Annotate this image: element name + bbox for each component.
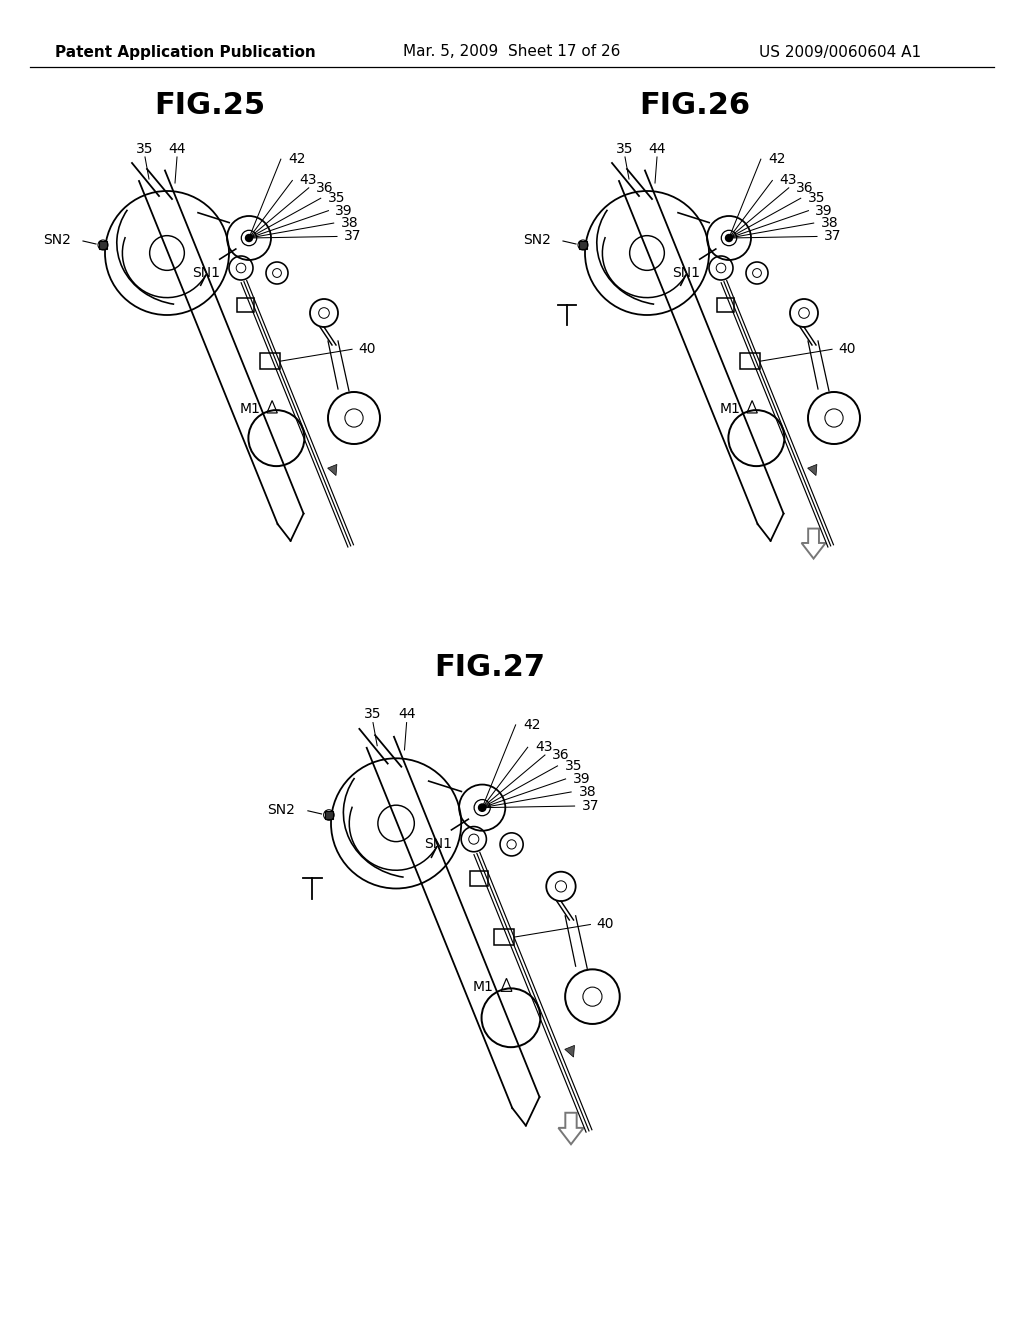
FancyBboxPatch shape (99, 242, 106, 249)
Text: 43: 43 (779, 173, 797, 187)
Text: 36: 36 (552, 748, 570, 762)
Text: 38: 38 (820, 216, 839, 230)
Text: 40: 40 (597, 917, 614, 932)
Text: 37: 37 (344, 230, 361, 243)
Text: FIG.26: FIG.26 (639, 91, 751, 120)
Text: 38: 38 (341, 216, 358, 230)
Circle shape (478, 804, 485, 812)
Text: 35: 35 (808, 191, 825, 205)
Text: 37: 37 (824, 230, 842, 243)
Text: 43: 43 (299, 173, 316, 187)
Text: SN2: SN2 (523, 234, 551, 247)
Text: 36: 36 (315, 181, 334, 195)
Text: FIG.25: FIG.25 (155, 91, 265, 120)
Text: SN2: SN2 (267, 803, 295, 817)
Text: 39: 39 (573, 772, 591, 785)
Text: 39: 39 (336, 203, 353, 218)
Text: SN1: SN1 (672, 267, 700, 280)
Polygon shape (808, 465, 817, 475)
Text: M1: M1 (240, 401, 260, 416)
Text: 35: 35 (565, 759, 583, 774)
Text: 42: 42 (523, 718, 541, 731)
Text: 44: 44 (398, 708, 416, 721)
Text: 44: 44 (648, 143, 666, 156)
Circle shape (246, 235, 253, 242)
Text: US 2009/0060604 A1: US 2009/0060604 A1 (759, 45, 921, 59)
Text: SN2: SN2 (43, 234, 71, 247)
Text: 43: 43 (536, 741, 553, 754)
Text: FIG.27: FIG.27 (434, 653, 546, 682)
Text: 40: 40 (838, 342, 855, 356)
Circle shape (725, 235, 732, 242)
Text: 42: 42 (768, 152, 785, 166)
Text: 40: 40 (358, 342, 376, 356)
Text: 37: 37 (582, 799, 599, 813)
Text: 35: 35 (136, 143, 154, 156)
Text: SN1: SN1 (193, 267, 220, 280)
Text: 35: 35 (365, 708, 382, 721)
Text: 39: 39 (815, 203, 834, 218)
Text: M1: M1 (719, 401, 740, 416)
FancyBboxPatch shape (325, 810, 333, 820)
Text: 36: 36 (796, 181, 813, 195)
Text: 35: 35 (328, 191, 345, 205)
FancyBboxPatch shape (579, 242, 587, 249)
Text: 35: 35 (616, 143, 634, 156)
Text: Patent Application Publication: Patent Application Publication (54, 45, 315, 59)
Polygon shape (565, 1045, 574, 1057)
Text: 38: 38 (579, 785, 596, 799)
Text: Mar. 5, 2009  Sheet 17 of 26: Mar. 5, 2009 Sheet 17 of 26 (403, 45, 621, 59)
Text: M1: M1 (473, 979, 494, 994)
Text: 42: 42 (288, 152, 305, 166)
Polygon shape (328, 465, 337, 475)
Text: 44: 44 (168, 143, 185, 156)
Text: SN1: SN1 (424, 837, 452, 851)
